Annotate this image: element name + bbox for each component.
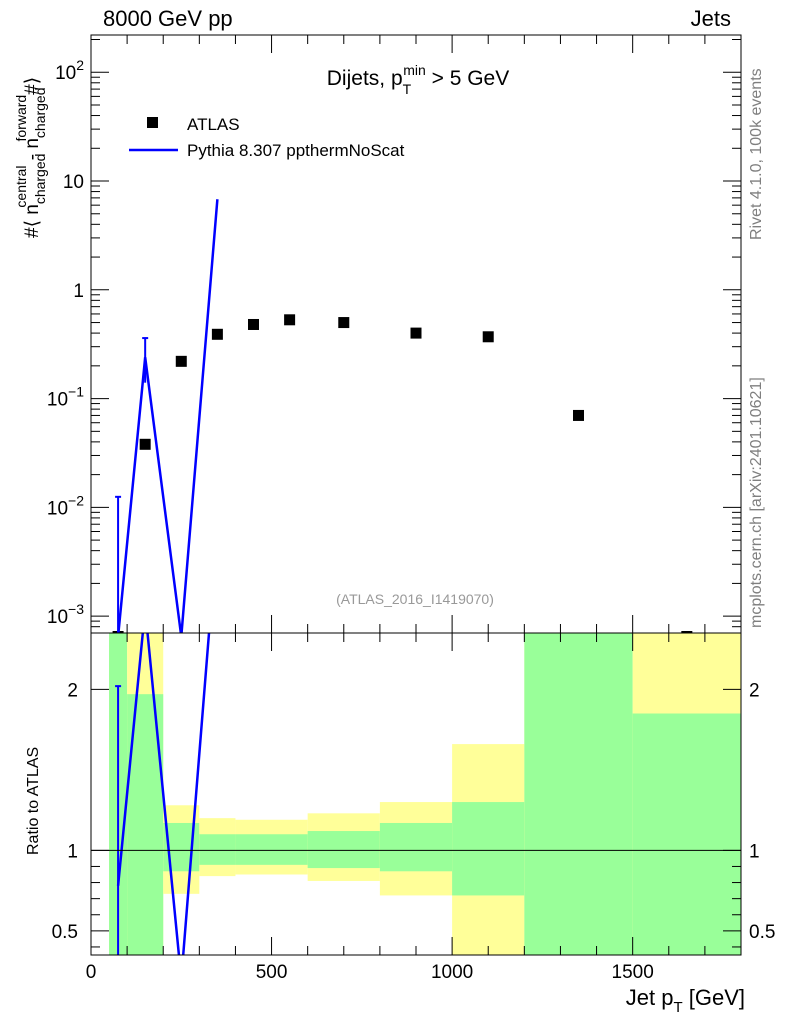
ratio-band-inner-4: [235, 834, 308, 865]
x-axis: 0 500 1000 1500: [86, 35, 742, 983]
ratio-band-inner-7: [452, 802, 525, 896]
pythia-ratio-line: [116, 633, 211, 955]
plot-title: Dijets, pTmin > 5 GeV: [327, 62, 509, 97]
atlas-data-point: [211, 328, 223, 340]
ratio-y-axis-label: Ratio to ATLAS: [25, 747, 42, 855]
main-y-tick-label: 10−1: [47, 384, 84, 411]
legend: ATLAS Pythia 8.307 ppthermNoScat: [129, 115, 405, 160]
main-y-axis-label: #⟨ nchargedcentral - nchargedforward#⟩: [13, 77, 48, 238]
atlas-data-point: [139, 438, 151, 450]
ratio-uncertainty-bands: [109, 633, 741, 955]
ratio-band-inner-5: [307, 831, 380, 869]
main-plot-series: [112, 199, 693, 633]
atlas-data-point: [410, 327, 422, 339]
atlas-data-point: [482, 331, 494, 343]
pythia-line: [117, 199, 219, 633]
legend-pythia-label: Pythia 8.307 ppthermNoScat: [187, 141, 405, 160]
ratio-plot-series: [115, 633, 211, 955]
x-tick-label: 1500: [612, 962, 654, 983]
process-label: Jets: [690, 6, 731, 31]
legend-atlas-marker: [147, 117, 158, 128]
atlas-data-point: [681, 631, 693, 633]
main-y-tick-label: 102: [55, 57, 84, 84]
ratio-y-axis: 0.5 0.5 1 1 2 2: [52, 680, 775, 948]
analysis-tag: (ATLAS_2016_I1419070): [336, 591, 494, 607]
ratio-band-inner-8: [524, 633, 633, 955]
atlas-data-point: [338, 317, 350, 329]
atlas-data-point: [248, 318, 259, 330]
x-tick-label: 500: [256, 962, 288, 983]
atlas-data-point: [284, 314, 296, 326]
main-y-axis: 10−3 10−2 10−1 1 10 102: [47, 39, 741, 634]
ratio-y-tick-label-right: 1: [749, 841, 760, 862]
main-y-tick-label: 10: [63, 172, 84, 193]
ratio-band-inner-9: [632, 713, 741, 955]
ratio-y-tick-label-right: 0.5: [749, 922, 775, 943]
x-axis-label: Jet pT [GeV]: [626, 985, 745, 1016]
ratio-y-tick-label: 1: [67, 841, 78, 862]
main-y-tick-label: 10−2: [47, 492, 84, 519]
beam-label: 8000 GeV pp: [103, 6, 233, 31]
main-y-tick-label: 10−3: [47, 601, 84, 628]
atlas-data-point: [573, 409, 584, 421]
legend-atlas-label: ATLAS: [187, 115, 240, 134]
main-y-tick-label: 1: [73, 281, 84, 302]
ratio-band-inner-3: [199, 834, 236, 865]
ratio-y-tick-label-right: 2: [749, 680, 760, 701]
ratio-band-inner-6: [379, 822, 453, 872]
ratio-y-tick-label: 0.5: [52, 922, 78, 943]
ratio-y-tick-label: 2: [67, 680, 78, 701]
x-tick-label: 0: [86, 962, 97, 983]
x-tick-label: 1000: [431, 962, 473, 983]
atlas-data-point: [175, 355, 187, 367]
